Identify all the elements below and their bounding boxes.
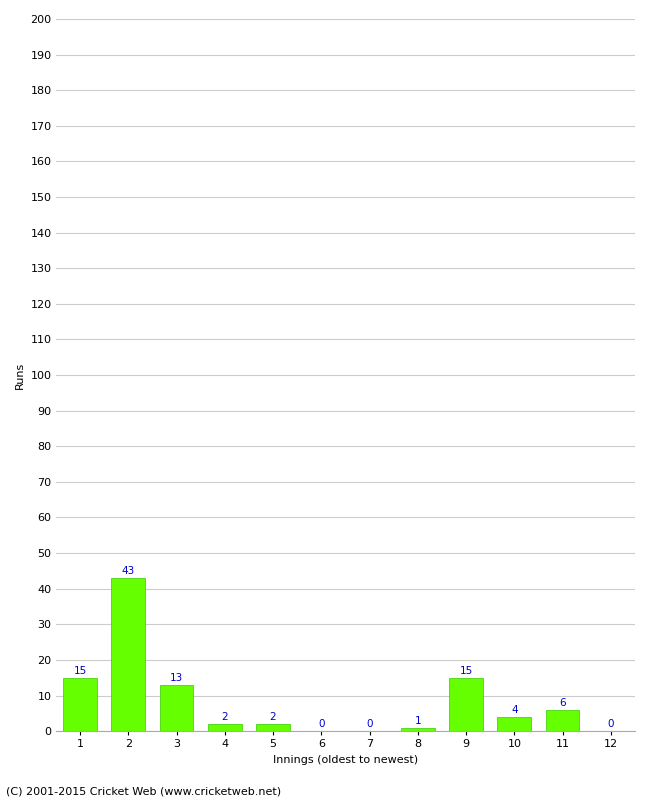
Text: 13: 13: [170, 673, 183, 683]
Text: (C) 2001-2015 Cricket Web (www.cricketweb.net): (C) 2001-2015 Cricket Web (www.cricketwe…: [6, 786, 281, 796]
Text: 1: 1: [415, 716, 421, 726]
Bar: [546, 710, 580, 731]
Y-axis label: Runs: Runs: [15, 362, 25, 389]
Text: 43: 43: [122, 566, 135, 576]
Bar: [63, 678, 97, 731]
Bar: [401, 727, 435, 731]
Bar: [208, 724, 242, 731]
Bar: [449, 678, 483, 731]
Bar: [160, 685, 194, 731]
X-axis label: Innings (oldest to newest): Innings (oldest to newest): [273, 755, 418, 765]
Text: 0: 0: [608, 719, 614, 730]
Bar: [497, 717, 531, 731]
Text: 6: 6: [559, 698, 566, 708]
Text: 15: 15: [73, 666, 86, 676]
Bar: [111, 578, 145, 731]
Text: 0: 0: [367, 719, 373, 730]
Text: 4: 4: [511, 705, 517, 715]
Text: 2: 2: [222, 712, 228, 722]
Text: 0: 0: [318, 719, 324, 730]
Text: 15: 15: [460, 666, 473, 676]
Text: 2: 2: [270, 712, 276, 722]
Bar: [256, 724, 290, 731]
